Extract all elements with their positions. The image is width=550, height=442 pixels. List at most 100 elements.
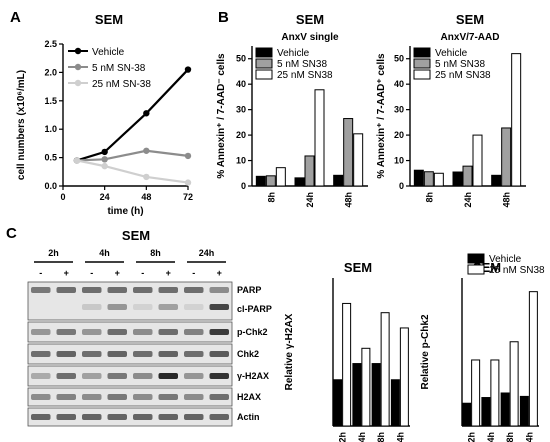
panel-b1-title: SEM (296, 12, 324, 27)
x-tick-label: 48h (502, 192, 512, 208)
bar (481, 397, 491, 427)
panel-b1-subtitle: AnxV single (281, 32, 339, 43)
band-label: H2AX (237, 392, 261, 402)
band (158, 373, 178, 379)
x-axis-label: time (h) (107, 206, 143, 217)
band-label: Actin (237, 412, 260, 422)
blot-strip (27, 387, 233, 407)
x-tick-label: 8h (376, 432, 386, 442)
band (107, 351, 127, 357)
legend-swatch (413, 69, 431, 80)
band (82, 304, 102, 310)
x-tick-label: 2h (467, 432, 477, 442)
legend-marker (74, 47, 82, 55)
legend-swatch (467, 264, 485, 275)
band (133, 414, 153, 420)
legend-label: 25 nM SN38 (435, 70, 491, 81)
legend-swatch (467, 253, 485, 264)
x-tick-label: 48h (344, 192, 354, 208)
bar (333, 379, 343, 427)
band (56, 351, 76, 357)
band (31, 351, 51, 357)
band (82, 329, 102, 335)
panel-letter-a: A (10, 9, 21, 26)
band (56, 287, 76, 293)
legend-label: Vehicle (277, 48, 310, 59)
data-point (101, 148, 108, 156)
band-label: p-Chk2 (237, 327, 268, 337)
bar (413, 169, 424, 187)
band-label: cl-PARP (237, 304, 272, 314)
timepoint-label: 8h (150, 248, 161, 258)
legend-label: Vehicle (435, 48, 468, 59)
bar (462, 402, 472, 427)
band (56, 394, 76, 400)
band (107, 287, 127, 293)
x-tick-label: 4h (357, 432, 367, 442)
band-label: PARP (237, 285, 261, 295)
band (133, 287, 153, 293)
legend-label: 25 nM SN-38 (92, 79, 151, 90)
bar (490, 359, 500, 427)
y-tick-label: 1.0 (44, 124, 57, 134)
band (184, 329, 204, 335)
data-point (184, 66, 192, 73)
bar (304, 155, 315, 187)
band (158, 304, 178, 310)
series-line (76, 68, 189, 162)
bar (371, 363, 381, 427)
lane-sign: + (64, 268, 69, 278)
y-tick-label: 1.5 (44, 96, 57, 106)
band (158, 351, 178, 357)
bar (462, 165, 473, 187)
bar (433, 172, 444, 187)
band (158, 414, 178, 420)
band (209, 414, 229, 420)
x-tick-label: 24h (305, 192, 315, 208)
band (209, 329, 229, 335)
band (133, 304, 153, 310)
bar (500, 392, 510, 427)
y-tick-label: 30 (236, 105, 246, 115)
timepoint-label: 24h (199, 248, 215, 258)
x-tick-label: 24h (395, 432, 405, 442)
legend-marker (74, 79, 82, 87)
band (133, 329, 153, 335)
band (82, 287, 102, 293)
x-tick-label: 24h (463, 192, 473, 208)
panel-letter-c: C (6, 225, 17, 242)
y-tick-label: 0.5 (44, 153, 57, 163)
data-point (101, 156, 108, 163)
data-point (184, 179, 192, 186)
legend-label: Vehicle (92, 47, 125, 58)
y-tick-label: 10 (236, 156, 246, 166)
panel-a: A SEM 0.0 0.5 1.0 1.5 2.0 2.5 0 24 48 72 time (h) c… (10, 9, 193, 217)
band (133, 394, 153, 400)
band (31, 394, 51, 400)
legend-label: 25 nM SN38 (489, 265, 545, 276)
bar (399, 327, 409, 427)
band (184, 394, 204, 400)
x-tick-label: 4h (486, 432, 496, 442)
band (184, 304, 204, 310)
y-axis-label: % Annexin⁺ / 7-AAD⁺ cells (376, 53, 387, 179)
blot-strip (27, 321, 233, 343)
y-axis-label: % Annexin⁺ / 7-AAD⁻ cells (216, 53, 227, 179)
bar (361, 347, 371, 427)
x-tick-label: 8h (424, 192, 434, 203)
bar (294, 177, 305, 187)
bar-chart-anxv-7aad: 0 10 20 30 40 50 8h 24h 48h % Annexin⁺ / 7-AAD⁺ c… (376, 46, 526, 208)
legend-marker (74, 63, 82, 71)
bar (265, 175, 276, 187)
legend-swatch (255, 69, 273, 80)
bar (509, 341, 519, 427)
band (158, 329, 178, 335)
bar (528, 291, 538, 427)
y-axis-label: cell numbers (x10⁶/mL) (16, 70, 27, 180)
y-tick-label: 50 (394, 54, 404, 64)
y-tick-label: 0.0 (44, 181, 57, 191)
lane-sign: + (166, 268, 171, 278)
band (209, 304, 229, 310)
band (107, 394, 127, 400)
